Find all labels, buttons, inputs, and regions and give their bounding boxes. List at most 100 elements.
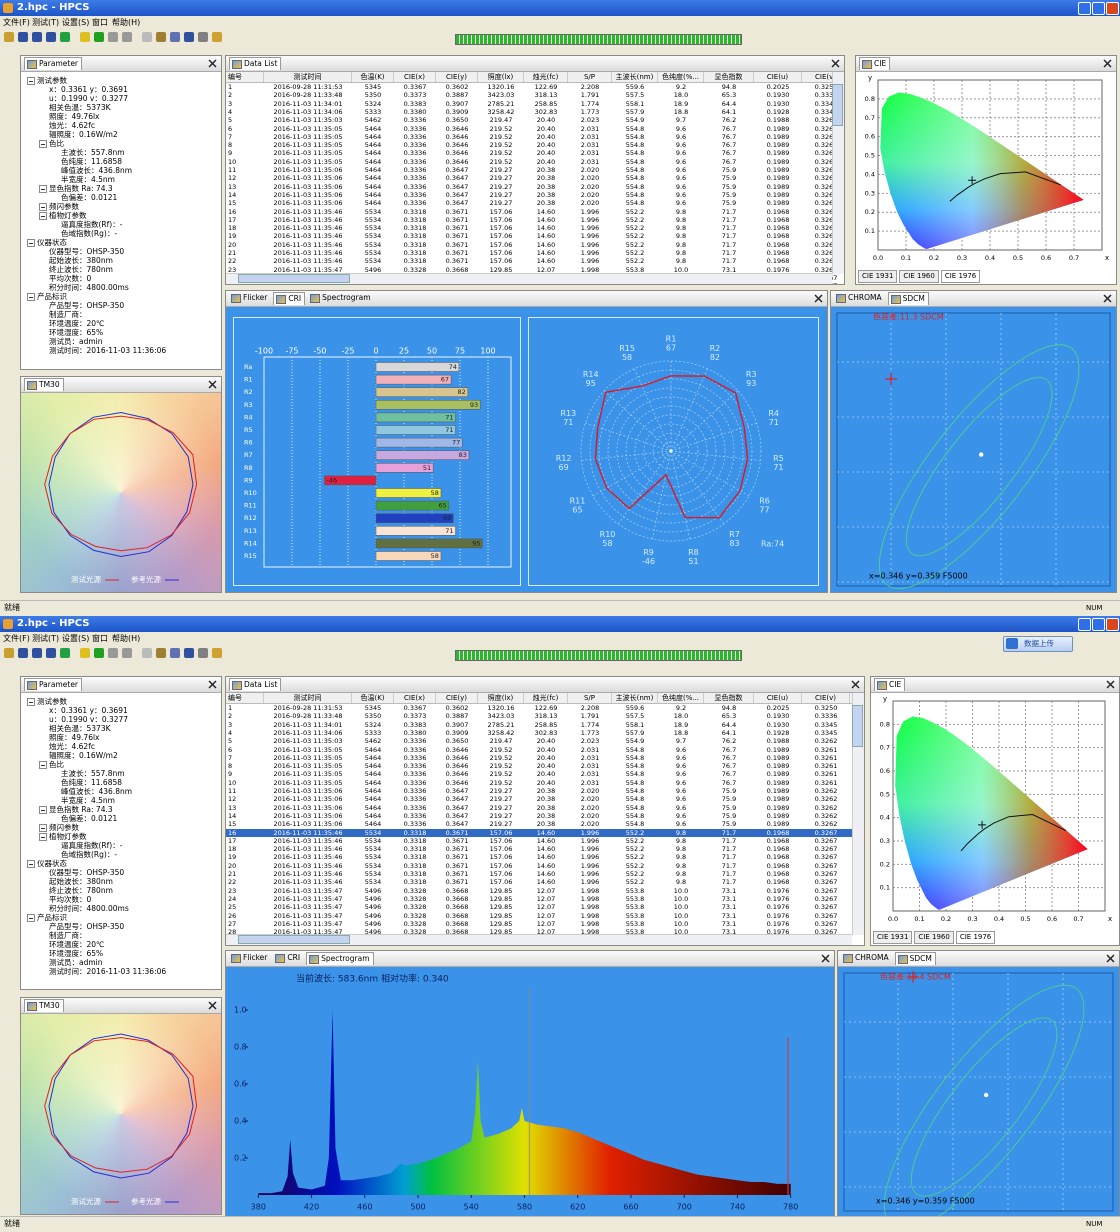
column-header[interactable]: 显色指数 [704, 693, 754, 703]
tree-expander[interactable] [39, 140, 47, 148]
toolbar-button[interactable] [122, 32, 132, 42]
table-row[interactable]: 18 2016-11-03 11:35:46 5534 0.3318 0.3671 157… [226, 224, 844, 232]
table-row[interactable]: 26 2016-11-03 11:35:47 5496 0.3328 0.3668 129… [226, 912, 864, 920]
table-row[interactable]: 21 2016-11-03 11:35:46 5534 0.3318 0.3671 157… [226, 249, 844, 257]
table-row[interactable]: 24 2016-11-03 11:35:47 5496 0.3328 0.3668 129… [226, 895, 864, 903]
table-row[interactable]: 18 2016-11-03 11:35:46 5534 0.3318 0.3671 157… [226, 845, 864, 853]
close-button[interactable] [831, 59, 840, 68]
menu-item[interactable]: 窗口 [92, 18, 108, 27]
cie-tab[interactable]: CIE 1931 [873, 931, 913, 944]
close-button[interactable] [1106, 954, 1115, 963]
table-row[interactable]: 6 2016-11-03 11:35:05 5464 0.3336 0.3646 219.… [226, 746, 864, 754]
table-row[interactable]: 8 2016-11-03 11:35:05 5464 0.3336 0.3646 219.… [226, 762, 864, 770]
table-row[interactable]: 25 2016-11-03 11:35:47 5496 0.3328 0.3668 129… [226, 903, 864, 911]
cie-tab[interactable]: CIE 1976 [955, 931, 996, 944]
tree-expander[interactable] [39, 185, 47, 193]
tree-expander[interactable] [27, 293, 35, 301]
table-row[interactable]: 11 2016-11-03 11:35:06 5464 0.3336 0.3647 219… [226, 166, 844, 174]
table-row[interactable]: 22 2016-11-03 11:35:46 5534 0.3318 0.3671 157… [226, 257, 844, 265]
tree-expander[interactable] [27, 698, 35, 706]
toolbar-button[interactable] [142, 648, 152, 658]
cie-tab[interactable]: CIE 1931 [858, 270, 898, 283]
window-control[interactable] [1106, 2, 1119, 15]
table-row[interactable]: 17 2016-11-03 11:35:46 5534 0.3318 0.3671 157… [226, 216, 844, 224]
column-header[interactable]: 编号 [228, 693, 264, 703]
toolbar-button[interactable] [80, 648, 90, 658]
panel-tab[interactable]: CIE [859, 57, 891, 70]
toolbar-button[interactable] [18, 32, 28, 42]
table-row[interactable]: 6 2016-11-03 11:35:05 5464 0.3336 0.3646 219.… [226, 125, 844, 133]
column-header[interactable]: 色纯度(%... [658, 693, 704, 703]
window-control[interactable] [1078, 618, 1091, 631]
table-row[interactable]: 5 2016-11-03 11:35:03 5462 0.3336 0.3650 219.… [226, 116, 844, 124]
panel-tab[interactable]: TM30 [24, 999, 64, 1012]
toolbar-button[interactable] [32, 648, 42, 658]
column-header[interactable]: 色温(K) [352, 693, 394, 703]
cie-tab[interactable]: CIE 1960 [914, 931, 954, 944]
table-row[interactable]: 7 2016-11-03 11:35:05 5464 0.3336 0.3646 219.… [226, 133, 844, 141]
column-header[interactable]: 色温(K) [352, 72, 394, 82]
table-row[interactable]: 1 2016-09-28 11:31:53 5345 0.3367 0.3602 1320… [226, 83, 844, 91]
table-row[interactable]: 4 2016-11-03 11:34:06 5333 0.3380 0.3909 3258… [226, 108, 844, 116]
tree-expander[interactable] [39, 203, 47, 211]
column-header[interactable]: 显色指数 [704, 72, 754, 82]
panel-tab[interactable]: Flicker [229, 292, 270, 304]
column-header[interactable]: 烛光(fc) [524, 72, 568, 82]
tree-expander[interactable] [39, 806, 47, 814]
scroll-thumb[interactable] [852, 705, 863, 747]
close-button[interactable] [208, 59, 217, 68]
column-header[interactable]: 色纯度(%... [658, 72, 704, 82]
panel-tab[interactable]: Data List [229, 57, 282, 70]
table-row[interactable]: 3 2016-11-03 11:34:01 5324 0.3383 0.3907 2785… [226, 721, 864, 729]
panel-tab[interactable]: CRI [273, 952, 303, 964]
toolbar-button[interactable] [108, 32, 118, 42]
panel-tab[interactable]: CHROMA [834, 292, 885, 304]
table-row[interactable]: 9 2016-11-03 11:35:05 5464 0.3336 0.3646 219.… [226, 149, 844, 157]
menu-item[interactable]: 测试(T) [32, 634, 60, 643]
panel-tab[interactable]: SDCM [887, 292, 929, 305]
tree-expander[interactable] [27, 239, 35, 247]
toolbar-button[interactable] [108, 648, 118, 658]
window-control[interactable] [1092, 618, 1105, 631]
toolbar-button[interactable] [212, 32, 222, 42]
close-button[interactable] [1106, 680, 1115, 689]
menu-item[interactable]: 窗口 [92, 634, 108, 643]
toolbar-button[interactable] [170, 648, 180, 658]
toolbar-button[interactable] [170, 32, 180, 42]
scroll-thumb[interactable] [238, 935, 350, 944]
table-row[interactable]: 4 2016-11-03 11:34:06 5333 0.3380 0.3909 3258… [226, 729, 864, 737]
table-row[interactable]: 16 2016-11-03 11:35:46 5534 0.3318 0.3671 157… [226, 828, 864, 837]
toolbar-button[interactable] [94, 648, 104, 658]
toolbar-button[interactable] [142, 32, 152, 42]
column-header[interactable]: CIE(x) [394, 72, 436, 82]
panel-tab[interactable]: Spectrogram [306, 952, 374, 965]
column-header[interactable]: 主波长(nm) [612, 72, 658, 82]
toolbar-button[interactable] [122, 648, 132, 658]
cie-tab[interactable]: CIE 1976 [940, 270, 981, 283]
table-row[interactable]: 14 2016-11-03 11:35:06 5464 0.3336 0.3647 219… [226, 812, 864, 820]
close-button[interactable] [1103, 59, 1112, 68]
toolbar-button[interactable] [46, 648, 56, 658]
column-header[interactable]: CIE(u) [754, 693, 802, 703]
menu-item[interactable]: 帮助(H) [112, 18, 141, 27]
tree-expander[interactable] [27, 860, 35, 868]
column-header[interactable]: 烛光(fc) [524, 693, 568, 703]
vertical-scrollbar[interactable] [852, 693, 864, 935]
window-control[interactable] [1092, 2, 1105, 15]
table-row[interactable]: 13 2016-11-03 11:35:06 5464 0.3336 0.3647 219… [226, 804, 864, 812]
close-button[interactable] [208, 680, 217, 689]
toolbar-button[interactable] [32, 32, 42, 42]
tree-expander[interactable] [39, 212, 47, 220]
table-row[interactable]: 23 2016-11-03 11:35:47 5496 0.3328 0.3668 129… [226, 887, 864, 895]
table-row[interactable]: 27 2016-11-03 11:35:47 5496 0.3328 0.3668 129… [226, 920, 864, 928]
cie-tab[interactable]: CIE 1960 [899, 270, 939, 283]
toolbar-button[interactable] [46, 32, 56, 42]
panel-tab[interactable]: CHROMA [841, 952, 892, 964]
table-row[interactable]: 19 2016-11-03 11:35:46 5534 0.3318 0.3671 157… [226, 232, 844, 240]
table-row[interactable]: 28 2016-11-03 11:35:47 5496 0.3328 0.3668 129… [226, 928, 864, 936]
table-row[interactable]: 2 2016-09-28 11:33:48 5350 0.3373 0.3887 3423… [226, 91, 844, 99]
panel-tab[interactable]: CIE [874, 678, 906, 691]
column-header[interactable]: CIE(x) [394, 693, 436, 703]
table-row[interactable]: 3 2016-11-03 11:34:01 5324 0.3383 0.3907 2785… [226, 100, 844, 108]
column-header[interactable]: CIE(v) [802, 693, 850, 703]
